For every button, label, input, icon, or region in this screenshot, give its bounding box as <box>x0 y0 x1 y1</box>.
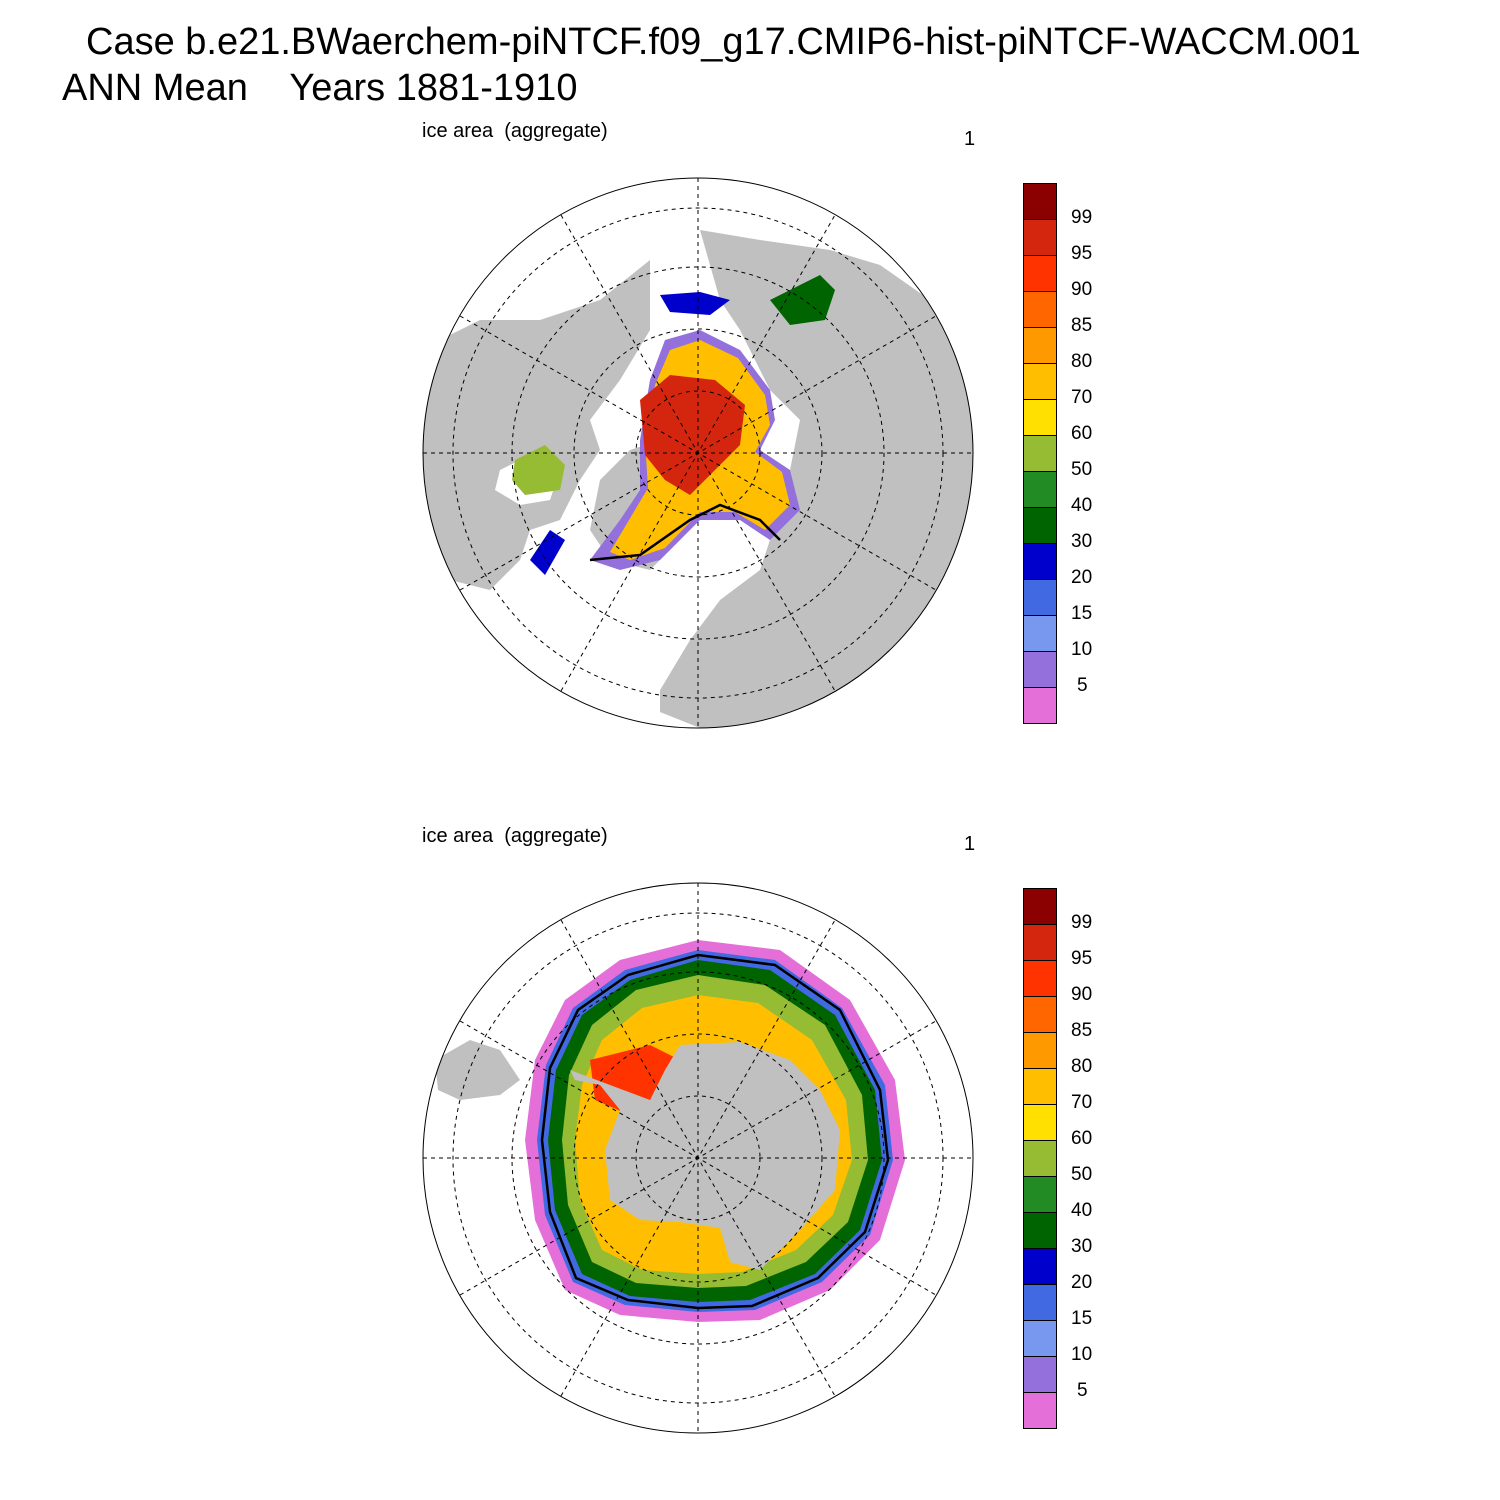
sh-map-border <box>422 882 974 1434</box>
nh-colorbar-swatch <box>1023 507 1057 544</box>
north-america-land <box>423 260 650 590</box>
case-title: Case b.e21.BWaerchem-piNTCF.f09_g17.CMIP… <box>86 21 1361 63</box>
nh-plot-label: ice area (aggregate) <box>422 120 608 142</box>
nh-colorbar-label: 99 <box>1071 207 1093 228</box>
period-title: ANN Mean Years 1881-1910 <box>62 67 578 109</box>
sh-colorbar-swatch <box>1023 1140 1057 1177</box>
nh-colorbar-label: 40 <box>1071 495 1093 516</box>
north-polar-map <box>423 178 973 728</box>
nh-colorbar-label: 20 <box>1071 567 1093 588</box>
sh-colorbar-label: 70 <box>1071 1092 1093 1113</box>
sh-plot-label: ice area (aggregate) <box>422 825 608 847</box>
sh-colorbar-label: 99 <box>1071 912 1093 933</box>
nh-colorbar-swatch <box>1023 255 1057 292</box>
nh-climatology-contour <box>589 503 781 562</box>
nh-colorbar-swatch <box>1023 435 1057 472</box>
nh-panel-number: 1 <box>964 128 976 150</box>
nh-colorbar-label: 70 <box>1071 387 1093 408</box>
nh-map-border <box>422 177 974 729</box>
sh-colorbar-label: 60 <box>1071 1128 1093 1149</box>
nh-colorbar-label: 90 <box>1071 279 1093 300</box>
nh-colorbar-label: 60 <box>1071 423 1093 444</box>
nh-colorbar-swatch <box>1023 687 1057 724</box>
labrador-ice <box>530 530 565 575</box>
nh-colorbar-swatch <box>1023 579 1057 616</box>
sh-colorbar-swatch <box>1023 1176 1057 1213</box>
nh-colorbar-label: 80 <box>1071 351 1093 372</box>
eurasia-land <box>660 230 973 728</box>
antarctica-land <box>570 1042 840 1270</box>
nh-colorbar-label: 15 <box>1071 603 1093 624</box>
sh-colorbar-label: 5 <box>1077 1380 1088 1401</box>
sh-colorbar-swatch <box>1023 960 1057 997</box>
sh-colorbar-swatch <box>1023 996 1057 1033</box>
sh-grid <box>423 883 973 1433</box>
sh-colorbar-label: 20 <box>1071 1272 1093 1293</box>
sh-colorbar-swatch <box>1023 1320 1057 1357</box>
sh-colorbar-swatch <box>1023 924 1057 961</box>
nh-colorbar-swatch <box>1023 363 1057 400</box>
sh-panel-number: 1 <box>964 833 976 855</box>
sh-colorbar-label: 15 <box>1071 1308 1093 1329</box>
sh-colorbar-label: 40 <box>1071 1200 1093 1221</box>
nh-colorbar-swatch <box>1023 291 1057 328</box>
nh-colorbar-label: 50 <box>1071 459 1093 480</box>
sh-colorbar-label: 30 <box>1071 1236 1093 1257</box>
nh-colorbar-label: 5 <box>1077 675 1088 696</box>
sh-colorbar-label: 85 <box>1071 1020 1093 1041</box>
sh-colorbar-label: 90 <box>1071 984 1093 1005</box>
nh-colorbar-swatch <box>1023 651 1057 688</box>
sh-colorbar-swatch <box>1023 1248 1057 1285</box>
sh-colorbar-label: 95 <box>1071 948 1093 969</box>
nh-colorbar-swatch <box>1023 183 1057 220</box>
nh-colorbar-swatch <box>1023 219 1057 256</box>
okhotsk-ice <box>770 275 835 325</box>
nh-colorbar-swatch <box>1023 471 1057 508</box>
sh-colorbar-label: 10 <box>1071 1344 1093 1365</box>
sh-colorbar-swatch <box>1023 1032 1057 1069</box>
nh-colorbar-swatch <box>1023 615 1057 652</box>
nh-grid <box>423 178 973 728</box>
nh-colorbar-swatch <box>1023 543 1057 580</box>
bering-ice <box>660 292 730 315</box>
nh-colorbar: 99 95 90 85 80 70 60 50 40 30 20 15 10 5 <box>1023 183 1092 724</box>
nh-colorbar-label: 10 <box>1071 639 1093 660</box>
sh-colorbar-swatch <box>1023 888 1057 925</box>
sh-colorbar-label: 80 <box>1071 1056 1093 1077</box>
sh-colorbar-swatch <box>1023 1356 1057 1393</box>
nh-colorbar-label: 30 <box>1071 531 1093 552</box>
sh-colorbar-swatch <box>1023 1104 1057 1141</box>
sh-colorbar-swatch <box>1023 1284 1057 1321</box>
south-america-land <box>435 1040 520 1100</box>
sh-colorbar-swatch <box>1023 1068 1057 1105</box>
sh-colorbar-label: 50 <box>1071 1164 1093 1185</box>
nh-colorbar-swatch <box>1023 327 1057 364</box>
sh-colorbar-swatch <box>1023 1212 1057 1249</box>
nh-colorbar-label: 85 <box>1071 315 1093 336</box>
nh-colorbar-swatch <box>1023 399 1057 436</box>
atlantic-water <box>500 540 720 700</box>
sh-colorbar-swatch <box>1023 1392 1057 1429</box>
hudson-bay-ice <box>512 445 565 495</box>
south-polar-map <box>423 883 973 1433</box>
nh-colorbar-label: 95 <box>1071 243 1093 264</box>
sh-colorbar: 99 95 90 85 80 70 60 50 40 30 20 15 10 5 <box>1023 888 1092 1429</box>
